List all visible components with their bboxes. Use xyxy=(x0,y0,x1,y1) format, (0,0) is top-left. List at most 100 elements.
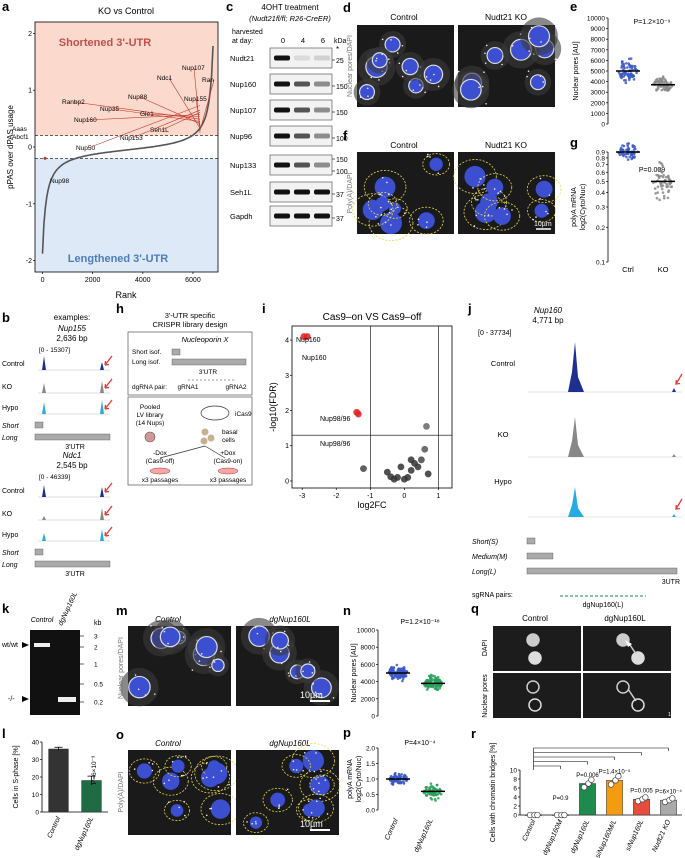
panel-label: b xyxy=(2,310,10,325)
gene-pointer xyxy=(139,96,201,124)
panel-label: e xyxy=(570,0,577,14)
axis-label: Cells in S-phase [%] xyxy=(13,745,20,808)
speck xyxy=(401,44,404,47)
x-tick-label: 4000 xyxy=(135,277,151,284)
axis-label: Cells with chromatin bridges [%] xyxy=(490,743,497,843)
cell-outline xyxy=(422,153,450,176)
speck xyxy=(287,644,290,647)
gene-label: Ran xyxy=(202,77,214,84)
speck xyxy=(246,821,248,823)
speck xyxy=(212,659,215,661)
nucleus xyxy=(302,750,324,772)
nucleus xyxy=(528,651,542,665)
isoform-bar xyxy=(526,537,536,545)
speck xyxy=(213,661,216,663)
dot xyxy=(665,185,669,188)
replicate xyxy=(615,773,622,780)
speck xyxy=(419,84,421,86)
nucleus xyxy=(384,36,401,53)
dot xyxy=(431,683,435,687)
speck xyxy=(251,822,254,825)
blot-row: Nup160 xyxy=(230,80,256,89)
y-tick-label: 10000 xyxy=(357,628,375,635)
nucleus xyxy=(529,74,546,91)
speck xyxy=(378,79,380,81)
point xyxy=(414,463,422,471)
dot xyxy=(655,88,658,91)
cell-outline xyxy=(367,191,398,216)
speck xyxy=(503,195,506,197)
speck xyxy=(313,666,316,669)
gene-pointer xyxy=(73,101,201,120)
speck xyxy=(437,85,440,88)
point xyxy=(423,422,430,430)
band xyxy=(314,162,330,168)
speck xyxy=(320,770,322,773)
kda-marker: 150 xyxy=(336,110,348,117)
micrograph xyxy=(583,626,671,671)
band xyxy=(274,55,290,61)
replicate xyxy=(561,811,568,819)
dot xyxy=(391,677,394,681)
speck xyxy=(483,184,485,186)
dot xyxy=(658,168,661,171)
gene-name: Nup160 xyxy=(534,306,563,315)
x-tick-label: Control xyxy=(521,818,537,842)
dot xyxy=(403,668,406,671)
dot xyxy=(620,76,623,80)
coverage-peak xyxy=(42,529,104,541)
cell-outline xyxy=(309,774,335,795)
speck xyxy=(134,674,137,676)
blot-row: Nup107 xyxy=(230,106,256,115)
speck xyxy=(182,774,184,777)
dot xyxy=(389,666,393,670)
speck xyxy=(474,197,476,200)
dot xyxy=(666,174,670,178)
speck xyxy=(314,691,317,694)
dot xyxy=(393,773,397,777)
nucleus xyxy=(210,799,231,819)
speck xyxy=(417,218,420,221)
dot xyxy=(437,796,440,800)
stain-label: Nuclear pores/DAPI xyxy=(347,35,354,97)
band xyxy=(274,133,290,139)
dot xyxy=(429,684,433,688)
dot xyxy=(389,774,393,778)
speck xyxy=(312,682,315,685)
speck xyxy=(398,62,401,65)
dot xyxy=(666,196,670,200)
panel-label: a xyxy=(2,0,10,14)
utr-label: 3'UTR xyxy=(65,444,85,451)
arrow xyxy=(104,505,113,516)
dot xyxy=(660,187,664,191)
dot xyxy=(618,153,622,157)
speck xyxy=(380,206,382,209)
dot xyxy=(633,67,637,71)
speck xyxy=(276,646,279,649)
gene-size: 2,545 bp xyxy=(56,461,88,470)
y-tick-label: 4 xyxy=(513,795,517,802)
band xyxy=(294,81,310,87)
band xyxy=(314,213,330,219)
dot xyxy=(622,62,626,66)
cell-outline xyxy=(164,755,192,778)
speck xyxy=(163,782,166,785)
dot xyxy=(429,679,433,683)
nucleus xyxy=(616,680,630,694)
y-tick-label: 0 xyxy=(35,810,39,817)
speck xyxy=(530,26,533,29)
isoform-label: Long xyxy=(2,435,18,442)
speck xyxy=(366,87,369,90)
y-tick-label: 20 xyxy=(32,775,40,782)
dot xyxy=(628,155,631,159)
dot xyxy=(622,154,625,158)
title: CRISPR library design xyxy=(152,320,227,329)
speck xyxy=(304,819,306,822)
speck xyxy=(151,769,154,772)
y-tick-label: 2 xyxy=(513,804,517,811)
dot xyxy=(627,148,630,152)
cell xyxy=(207,434,215,442)
speck xyxy=(499,190,502,193)
kb-unit: kb xyxy=(94,620,102,627)
arrow xyxy=(104,399,113,410)
